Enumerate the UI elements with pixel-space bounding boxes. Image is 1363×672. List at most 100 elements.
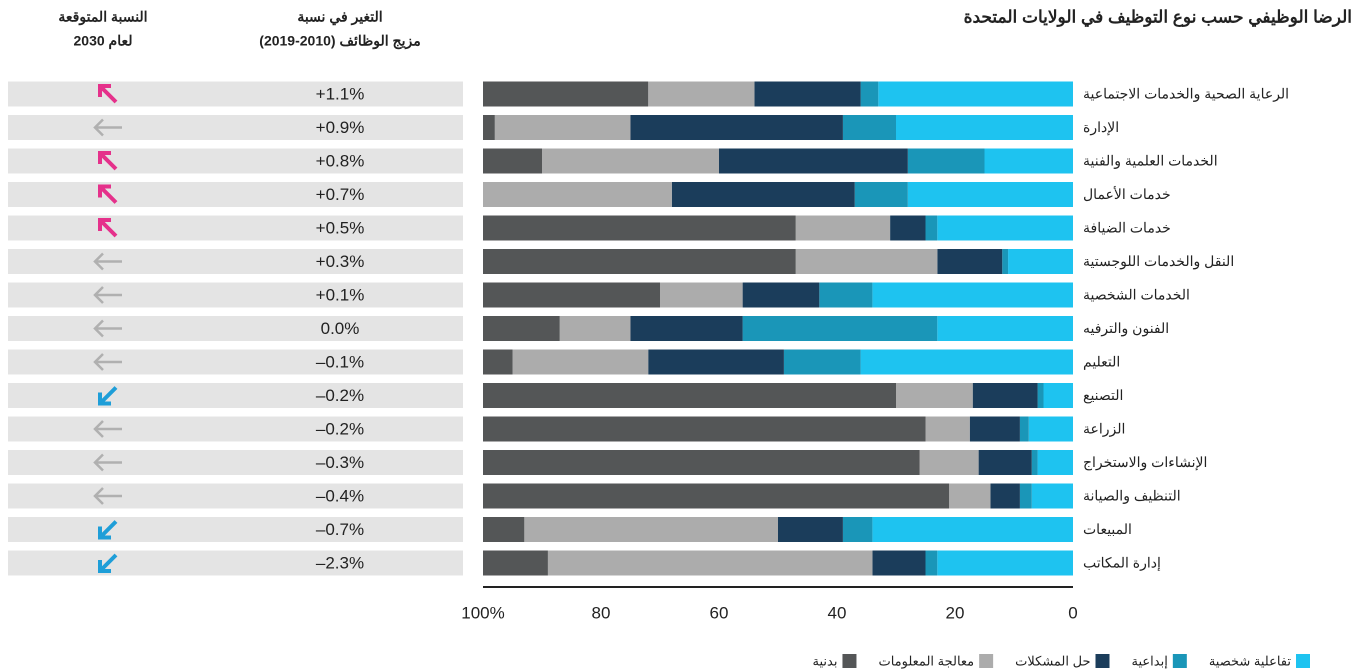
- bar-segment: [742, 316, 938, 341]
- category-label: النقل والخدمات اللوجستية: [1083, 253, 1234, 270]
- table-row-band: [8, 316, 463, 341]
- category-label: الخدمات العلمية والفنية: [1083, 153, 1218, 170]
- column-header: التغير في نسبة: [297, 9, 382, 26]
- trend-arrow: [93, 319, 122, 338]
- trend-arrow: [98, 84, 118, 104]
- table-row-band: [8, 450, 463, 475]
- change-value: 0.0%: [321, 319, 360, 338]
- change-value: +0.8%: [316, 151, 365, 170]
- bar-segment: [969, 416, 1020, 442]
- bar-segment: [559, 316, 631, 341]
- bar-segment: [907, 148, 985, 174]
- bar-segment: [648, 349, 784, 375]
- bar-segment: [972, 383, 1038, 408]
- bar-segment: [524, 517, 778, 542]
- bar-segment: [483, 182, 672, 207]
- trend-arrow: [98, 553, 118, 573]
- bar-segment: [778, 517, 843, 542]
- bar-segment: [925, 550, 938, 576]
- bar-segment: [671, 182, 855, 207]
- category-label: الإدارة: [1083, 119, 1119, 136]
- column-header: النسبة المتوقعة: [58, 9, 147, 26]
- bar-segment: [1037, 383, 1044, 408]
- bar-segment: [872, 282, 1073, 308]
- category-label: الخدمات الشخصية: [1083, 287, 1190, 303]
- category-label: خدمات الأعمال: [1083, 185, 1171, 202]
- bar-segment: [937, 316, 1073, 341]
- change-value: –0.7%: [316, 520, 364, 539]
- bar-segment: [978, 450, 1032, 475]
- bar-segment: [872, 550, 926, 576]
- legend-swatch: [1296, 654, 1310, 668]
- bar-segment: [842, 115, 896, 140]
- change-value: –0.2%: [316, 419, 364, 438]
- trend-arrow: [93, 252, 122, 271]
- bar-segment: [890, 215, 926, 241]
- bar-segment: [1043, 383, 1073, 408]
- bar-segment: [483, 349, 513, 375]
- legend-swatch: [1095, 654, 1110, 668]
- legend-swatch: [1172, 654, 1187, 668]
- bar-segment: [1008, 249, 1073, 274]
- bar-segment: [937, 550, 1073, 576]
- bar-segment: [860, 349, 1073, 375]
- trend-arrow: [93, 118, 122, 137]
- table-row-band: [8, 81, 463, 107]
- bar-segment: [742, 282, 820, 308]
- trend-arrow: [93, 487, 122, 505]
- table-row-band: [8, 148, 463, 174]
- bar-segment: [483, 517, 525, 542]
- legend-swatch: [979, 654, 994, 668]
- bar-segment: [483, 215, 796, 241]
- bar-segment: [819, 282, 873, 308]
- bar-segment: [483, 416, 926, 442]
- trend-arrow: [98, 184, 118, 204]
- bar-segment: [896, 115, 1073, 140]
- bar-segment: [919, 450, 979, 475]
- legend-label: تفاعلية شخصية: [1209, 653, 1292, 668]
- category-label: التنظيف والصيانة: [1083, 488, 1181, 505]
- trend-arrow: [93, 420, 122, 438]
- bar-segment: [1002, 249, 1009, 274]
- bar-segment: [547, 550, 873, 576]
- x-tick-label: 80: [592, 603, 611, 622]
- bar-segment: [542, 148, 719, 174]
- column-header: لعام 2030: [74, 33, 133, 50]
- bar-segment: [872, 517, 1073, 542]
- bar-segment: [795, 215, 891, 241]
- change-value: –0.1%: [316, 352, 364, 371]
- bar-segment: [984, 148, 1073, 174]
- legend-label: معالجة المعلومات: [878, 653, 974, 669]
- change-value: +0.1%: [316, 285, 365, 304]
- trend-arrow: [93, 453, 122, 472]
- bar-segment: [512, 349, 649, 375]
- category-label: الإنشاءات والاستخراج: [1083, 454, 1207, 471]
- column-header: مزيج الوظائف (2010-2019): [259, 33, 420, 50]
- table-row-band: [8, 182, 463, 207]
- change-value: –0.4%: [316, 486, 364, 505]
- bar-segment: [860, 81, 879, 107]
- change-value: –0.3%: [316, 453, 364, 472]
- bar-segment: [878, 81, 1073, 107]
- change-value: +0.3%: [316, 252, 365, 271]
- x-tick-label: 100%: [461, 603, 504, 622]
- bar-segment: [483, 249, 796, 274]
- bar-segment: [990, 483, 1020, 509]
- trend-arrow: [98, 218, 118, 238]
- chart-title: الرضا الوظيفي حسب نوع التوظيف في الولايا…: [964, 7, 1352, 27]
- trend-arrow: [93, 286, 122, 304]
- table-row-band: [8, 483, 463, 509]
- legend-label: إبداعية: [1132, 653, 1168, 669]
- category-label: الفنون والترفيه: [1083, 320, 1169, 337]
- table-row-band: [8, 517, 463, 542]
- bar-segment: [949, 483, 991, 509]
- change-value: +0.5%: [316, 218, 365, 237]
- trend-arrow: [98, 520, 118, 540]
- change-value: –0.2%: [316, 386, 364, 405]
- bar-segment: [1031, 483, 1073, 509]
- trend-arrow: [98, 386, 118, 406]
- category-label: التعليم: [1083, 354, 1120, 371]
- bar-segment: [907, 182, 1073, 207]
- bar-segment: [483, 550, 548, 576]
